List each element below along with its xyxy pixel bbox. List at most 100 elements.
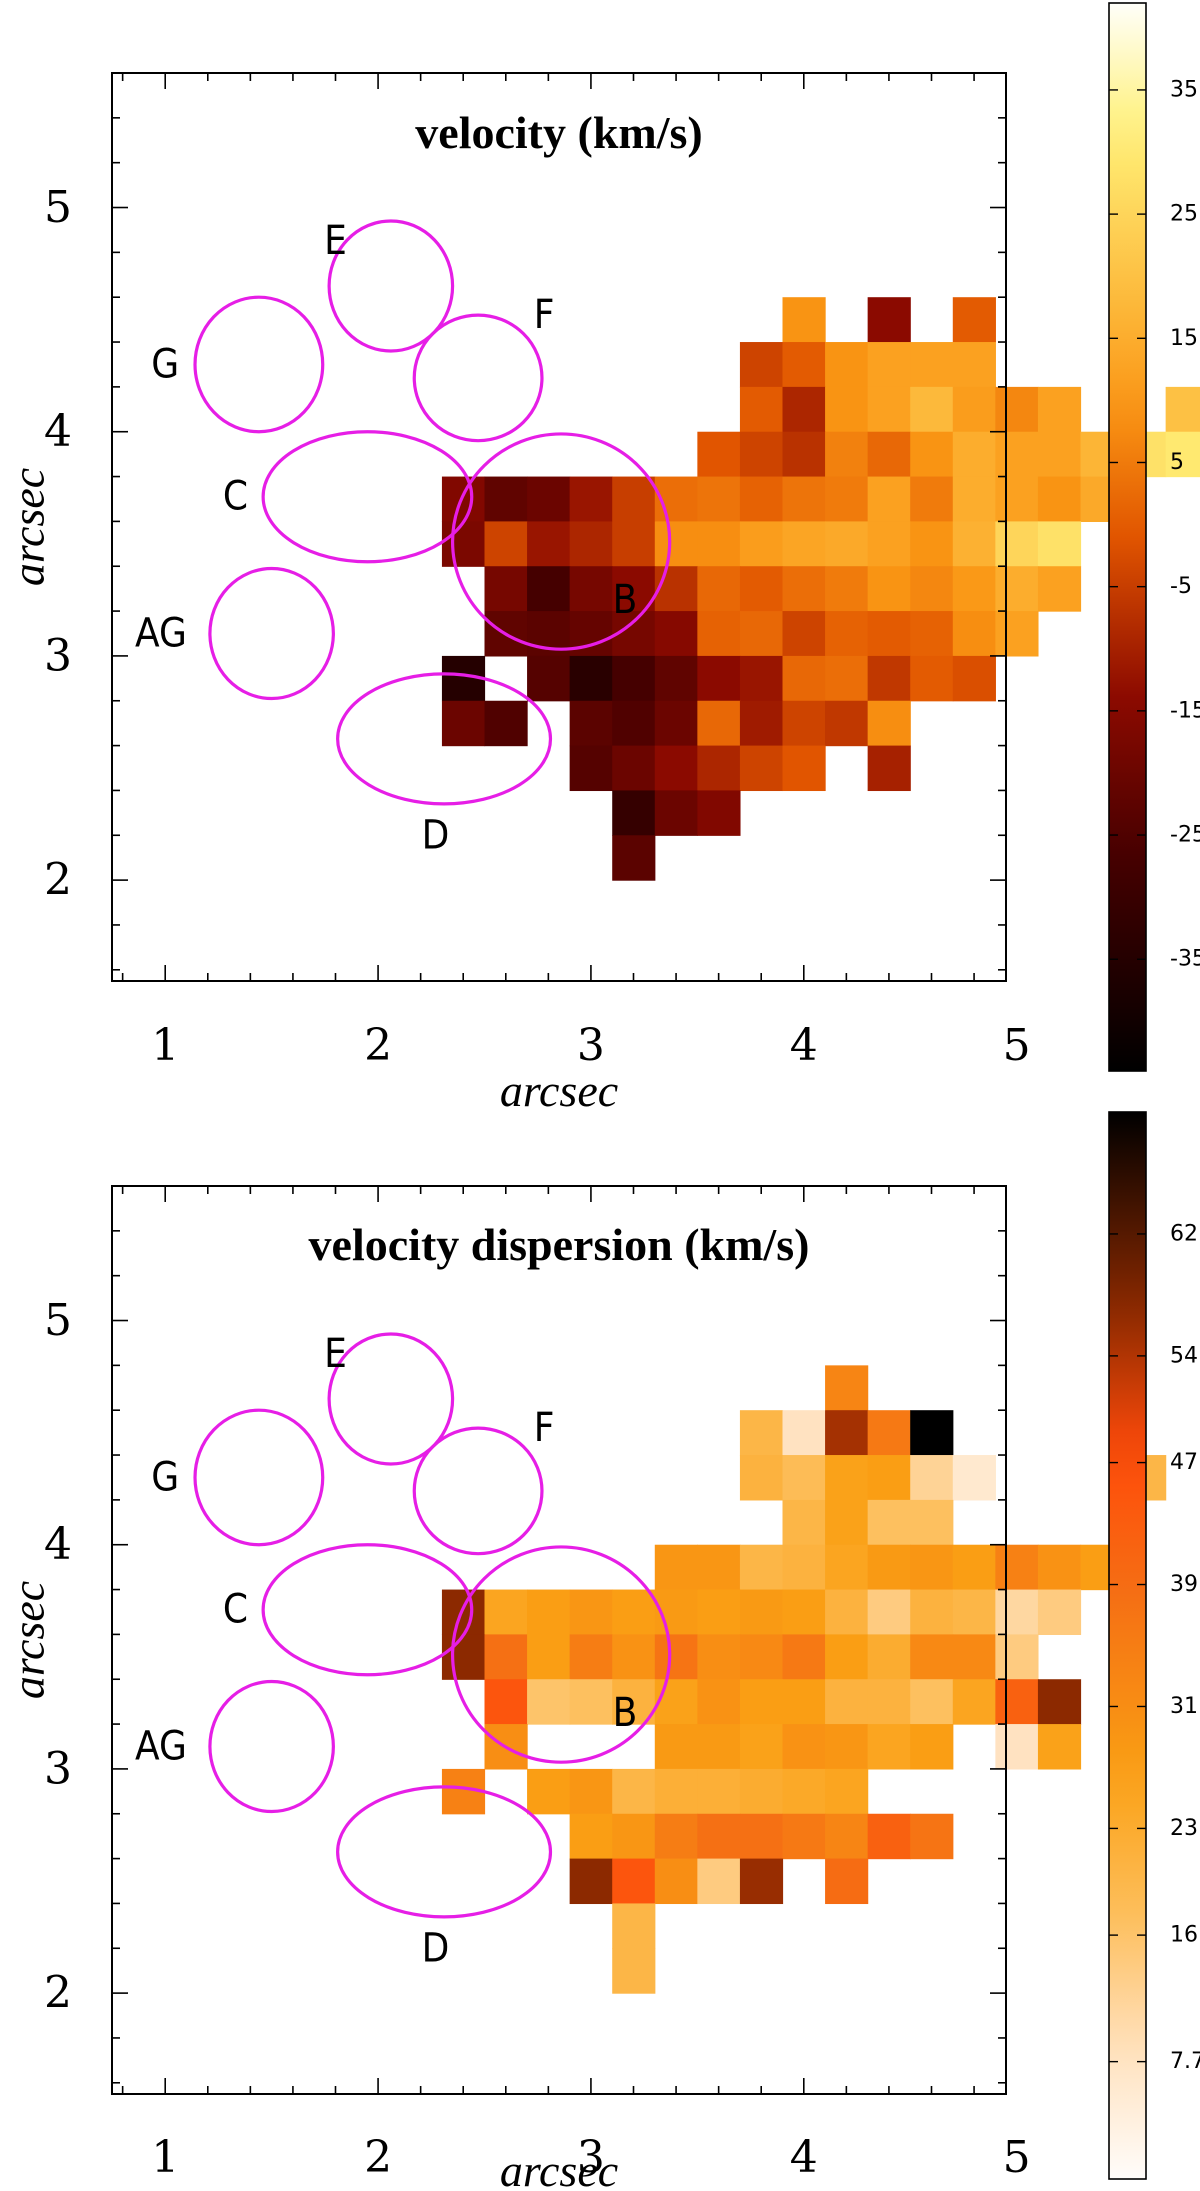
axis-ticks [112, 72, 1006, 981]
heatmap-cell [782, 476, 826, 522]
heatmap-cell [825, 1679, 869, 1725]
heatmap-cell [612, 1634, 656, 1680]
heatmap-cell [910, 1455, 954, 1501]
heatmap-cell [739, 1455, 784, 1501]
heatmap-cell [739, 476, 784, 522]
region-label-g: G [151, 1454, 179, 1500]
heatmap-cell [612, 655, 656, 702]
heatmap-cell [654, 655, 698, 702]
heatmap-cell [910, 1679, 954, 1725]
heatmap-cell [867, 1724, 911, 1770]
colorbar-tick-label: -35 [1170, 947, 1200, 972]
region-ellipse-e [327, 219, 455, 353]
y-tick-label: 4 [44, 1519, 72, 1570]
heatmap-cell [995, 566, 1039, 612]
heatmap-cell [825, 386, 869, 433]
heatmap-cell [910, 1410, 954, 1456]
heatmap-cell [867, 655, 911, 702]
y-tick-label: 5 [44, 1295, 72, 1346]
heatmap-cell [952, 1679, 996, 1725]
region-label-d: D [422, 812, 450, 858]
heatmap-cell [910, 1589, 954, 1635]
colorbar-tick-label: 7.7 [1170, 2049, 1200, 2074]
heatmap-cell [654, 1634, 698, 1680]
heatmap-cell [782, 1724, 826, 1770]
heatmap-cell [612, 1813, 656, 1860]
region-ellipse-f [412, 1426, 544, 1556]
y-tick-label: 2 [44, 1968, 72, 2019]
heatmap-cell [441, 476, 486, 522]
heatmap-cell [782, 1544, 826, 1591]
region-label-f: F [534, 1405, 555, 1451]
heatmap-cell [952, 1455, 996, 1501]
heatmap-cell [654, 700, 698, 747]
heatmap-cell [1037, 476, 1082, 522]
heatmap-cell [612, 1589, 656, 1635]
heatmap-cell [739, 1724, 784, 1770]
heatmap-cell [782, 1410, 826, 1456]
heatmap-cell [697, 745, 741, 792]
heatmap-cell [910, 386, 954, 433]
chart-title: velocity (km/s) [415, 107, 702, 158]
heatmap-cell [654, 1858, 698, 1905]
region-ellipse-g [193, 295, 325, 434]
heatmap-cell [612, 1948, 656, 1994]
heatmap-cell [782, 297, 826, 343]
heatmap-cell [867, 745, 911, 792]
heatmap-cell [825, 431, 869, 478]
heatmap-cell [527, 655, 571, 702]
heatmap-cell [1037, 386, 1082, 433]
heatmap-cell [697, 431, 741, 478]
x-axis-label: arcsec [500, 1065, 618, 1116]
heatmap-cell [825, 1544, 869, 1591]
heatmap-cell [952, 476, 996, 522]
heatmap-cell [782, 700, 826, 747]
heatmap-cell [952, 1634, 996, 1680]
heatmap-cell [697, 1544, 741, 1591]
heatmap-cell [825, 1858, 869, 1905]
heatmap-cell [739, 342, 784, 388]
heatmap-cell [569, 1679, 613, 1725]
heatmap-cell [697, 1813, 741, 1860]
heatmap-cell [441, 521, 486, 567]
heatmap-cell [484, 521, 528, 567]
heatmap-cell [697, 566, 741, 612]
heatmap-cell [1037, 1544, 1082, 1591]
heatmap-cell [569, 476, 613, 522]
heatmap-cell [441, 1634, 486, 1680]
heatmap-cell [484, 1589, 528, 1635]
heatmap-cell [910, 655, 954, 702]
colorbar-gradient [1108, 2, 1147, 1072]
plot-frame [111, 72, 1007, 982]
heatmap-cell [739, 700, 784, 747]
heatmap-cell [697, 655, 741, 702]
heatmap-cell [697, 1634, 741, 1680]
region-label-ag: AG [135, 1723, 187, 1769]
heatmap-cell [867, 1589, 911, 1635]
heatmap-cell [825, 1410, 869, 1456]
heatmap-cell [527, 1589, 571, 1635]
heatmap-cell [527, 566, 571, 612]
heatmap-cell [739, 1858, 784, 1905]
colorbar-tick-label: 39 [1170, 1572, 1198, 1597]
heatmap-cell [910, 1813, 954, 1860]
heatmap-cell [654, 1679, 698, 1725]
heatmap-cell [697, 790, 741, 836]
chart-title: velocity dispersion (km/s) [309, 1219, 810, 1270]
heatmap-cell [612, 1768, 656, 1815]
x-tick-label: 1 [151, 2132, 179, 2183]
heatmap-cell [910, 1634, 954, 1680]
heatmap-cell [952, 655, 996, 702]
x-tick-label: 4 [790, 1020, 818, 1071]
y-tick-label: 3 [44, 630, 72, 681]
x-tick-label: 3 [577, 1020, 605, 1071]
heatmap-cell [654, 566, 698, 612]
heatmap-cell [825, 1813, 869, 1860]
region-ellipse-d [336, 672, 553, 806]
heatmap-cell [782, 1813, 826, 1860]
heatmap-cell [612, 790, 656, 836]
y-tick-label: 3 [44, 1743, 72, 1794]
heatmap-cell [782, 611, 826, 657]
heatmap-cell [910, 1499, 954, 1546]
